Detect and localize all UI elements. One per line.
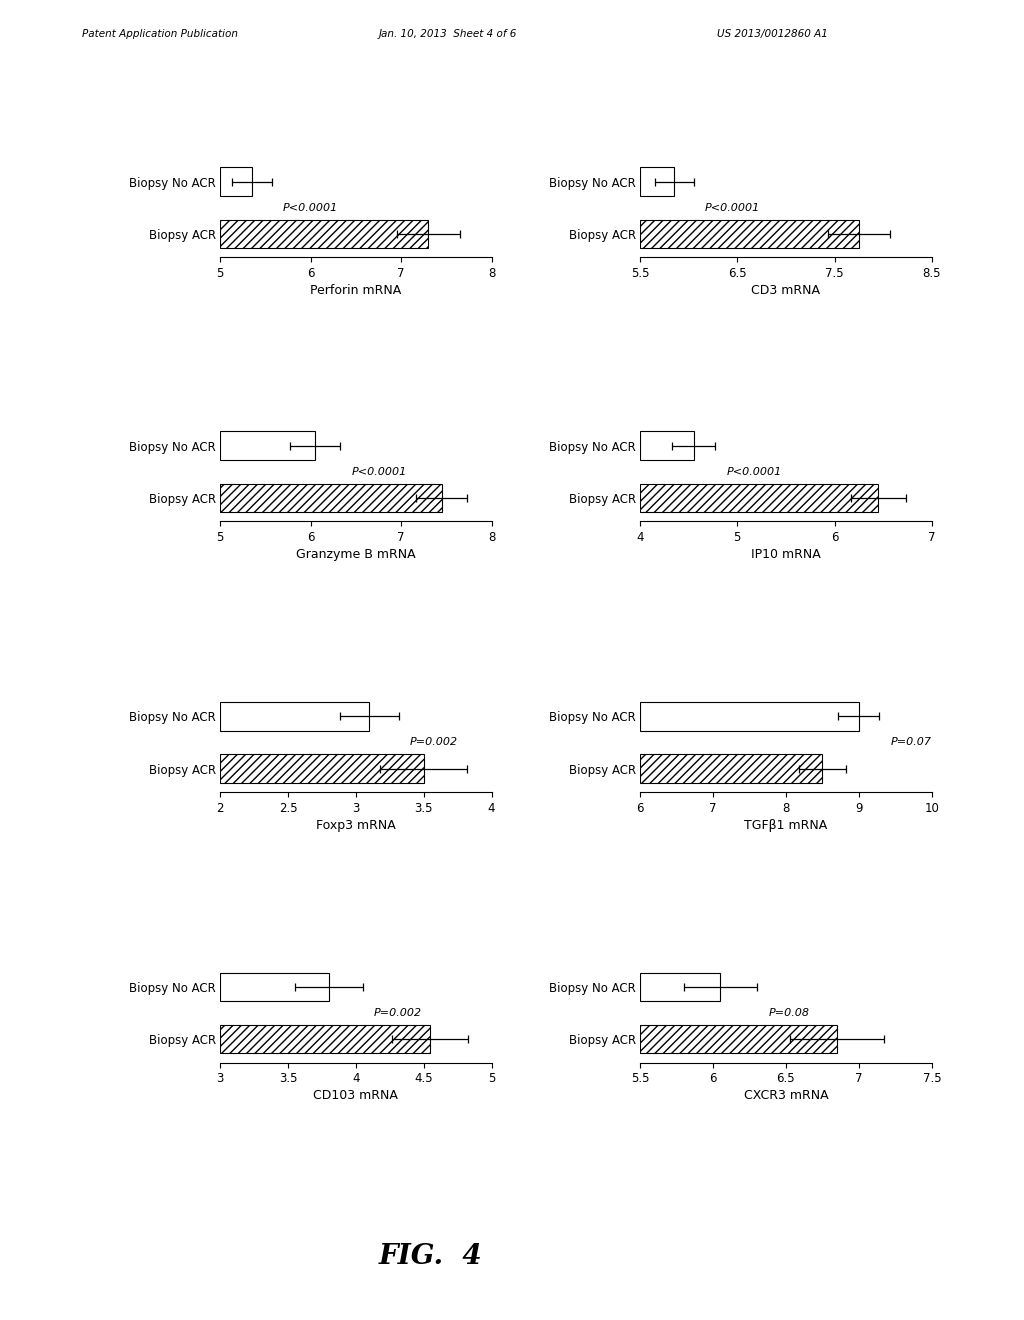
X-axis label: Granzyme B mRNA: Granzyme B mRNA [296, 548, 416, 561]
X-axis label: Foxp3 mRNA: Foxp3 mRNA [316, 818, 395, 832]
Bar [640, 483, 879, 512]
Text: Jan. 10, 2013  Sheet 4 of 6: Jan. 10, 2013 Sheet 4 of 6 [379, 29, 517, 40]
Text: FIG.  4: FIG. 4 [378, 1243, 482, 1270]
Bar [220, 973, 329, 1002]
Bar [640, 219, 859, 248]
Text: P<0.0001: P<0.0001 [706, 203, 761, 213]
Text: P=0.002: P=0.002 [374, 1008, 422, 1018]
Text: P<0.0001: P<0.0001 [283, 203, 338, 213]
Bar [220, 1024, 430, 1053]
Text: P=0.08: P=0.08 [768, 1008, 809, 1018]
Text: P<0.0001: P<0.0001 [351, 467, 407, 477]
Text: Patent Application Publication: Patent Application Publication [82, 29, 238, 40]
X-axis label: IP10 mRNA: IP10 mRNA [751, 548, 821, 561]
Text: P<0.0001: P<0.0001 [727, 467, 782, 477]
Bar [640, 1024, 837, 1053]
X-axis label: Perforin mRNA: Perforin mRNA [310, 284, 401, 297]
Bar [220, 168, 252, 197]
X-axis label: CD103 mRNA: CD103 mRNA [313, 1089, 398, 1102]
X-axis label: CD3 mRNA: CD3 mRNA [752, 284, 820, 297]
Bar [640, 432, 693, 461]
Bar [640, 702, 859, 731]
Bar [220, 483, 441, 512]
Bar [220, 754, 424, 783]
Bar [640, 168, 674, 197]
Bar [220, 702, 370, 731]
Text: P=0.07: P=0.07 [891, 738, 932, 747]
Text: P=0.002: P=0.002 [411, 738, 458, 747]
X-axis label: TGFβ1 mRNA: TGFβ1 mRNA [744, 818, 827, 832]
Bar [640, 754, 822, 783]
X-axis label: CXCR3 mRNA: CXCR3 mRNA [743, 1089, 828, 1102]
Text: US 2013/0012860 A1: US 2013/0012860 A1 [717, 29, 827, 40]
Bar [640, 973, 720, 1002]
Bar [220, 432, 315, 461]
Bar [220, 219, 428, 248]
